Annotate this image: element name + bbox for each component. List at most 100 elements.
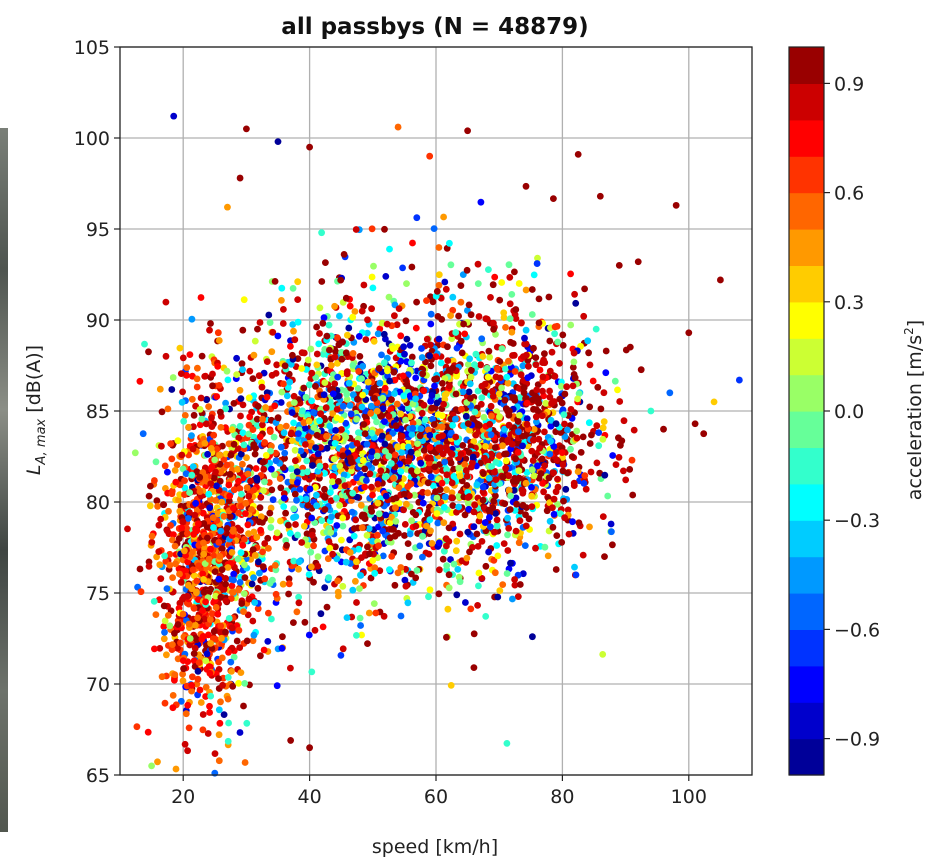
data-point <box>155 548 163 555</box>
data-point <box>254 605 262 613</box>
data-point <box>208 645 216 652</box>
data-point <box>535 319 543 327</box>
data-point <box>449 293 457 301</box>
data-point <box>207 692 215 700</box>
data-point <box>405 552 413 560</box>
data-point <box>388 553 396 560</box>
data-point <box>407 448 415 456</box>
data-point <box>250 486 258 494</box>
data-point <box>559 461 567 469</box>
data-point <box>585 419 593 427</box>
data-point <box>426 352 433 360</box>
data-point <box>364 316 371 324</box>
data-point <box>459 442 467 449</box>
data-point <box>185 581 192 589</box>
data-point <box>561 433 569 440</box>
data-point <box>364 640 371 647</box>
data-point <box>453 438 461 446</box>
data-point <box>172 478 180 486</box>
data-point <box>397 564 405 571</box>
data-point <box>181 740 189 748</box>
data-point <box>234 555 242 563</box>
data-point <box>479 483 487 491</box>
data-point <box>567 321 575 329</box>
data-point <box>313 361 321 369</box>
data-point <box>452 433 460 441</box>
data-point <box>569 518 576 526</box>
data-point <box>250 574 257 582</box>
data-point <box>288 437 296 444</box>
data-point <box>503 740 511 747</box>
data-point <box>339 582 347 590</box>
data-point <box>453 372 460 380</box>
y-tick-label: 105 <box>74 37 110 59</box>
data-point <box>375 542 382 550</box>
data-point <box>468 366 475 374</box>
data-point <box>349 350 357 357</box>
data-point <box>381 359 388 367</box>
data-point <box>250 528 258 536</box>
data-point <box>448 479 456 487</box>
data-point <box>203 396 211 404</box>
data-point <box>287 465 295 473</box>
data-point <box>381 447 389 455</box>
data-point <box>496 358 504 365</box>
data-point <box>296 486 304 493</box>
data-point <box>516 581 524 588</box>
data-point <box>427 362 435 370</box>
data-point <box>188 315 196 323</box>
data-point <box>245 421 253 429</box>
data-point <box>278 388 286 396</box>
data-point <box>277 399 285 406</box>
data-point <box>325 538 333 545</box>
data-point <box>321 485 328 493</box>
data-point <box>412 511 420 519</box>
data-point <box>393 400 401 408</box>
data-point <box>463 473 471 480</box>
data-point <box>224 564 232 571</box>
data-point <box>236 579 244 586</box>
data-point <box>188 471 196 479</box>
data-point <box>620 467 627 475</box>
data-point <box>356 353 364 360</box>
data-point <box>457 450 465 458</box>
data-point <box>167 440 175 447</box>
data-point <box>505 472 512 480</box>
data-point <box>237 395 245 402</box>
data-point <box>348 508 356 516</box>
data-point <box>360 421 368 428</box>
data-point <box>333 334 341 341</box>
data-point <box>188 395 196 403</box>
data-point <box>214 329 222 337</box>
data-point <box>331 353 339 361</box>
data-point <box>444 357 452 364</box>
colorbar-tick-label: 0.3 <box>834 292 864 314</box>
data-point <box>179 677 187 685</box>
data-point <box>399 372 407 380</box>
data-point <box>474 260 482 268</box>
data-point <box>485 474 493 482</box>
data-point <box>599 651 607 658</box>
data-point <box>179 518 187 526</box>
data-point <box>377 467 385 475</box>
svg-text:LA, max [dB(A)]: LA, max [dB(A)] <box>23 345 49 475</box>
data-point <box>272 370 280 377</box>
data-point <box>465 449 473 456</box>
data-point <box>199 570 207 578</box>
data-point <box>368 429 376 437</box>
data-point <box>391 581 399 589</box>
data-point <box>228 624 236 632</box>
data-point <box>523 420 531 428</box>
data-point <box>198 635 206 643</box>
data-point <box>304 541 311 549</box>
data-point <box>209 514 217 522</box>
data-point <box>233 637 241 645</box>
data-point <box>444 343 451 351</box>
data-point <box>293 468 301 476</box>
data-point <box>477 198 485 206</box>
data-point <box>528 484 535 491</box>
data-point <box>254 584 262 592</box>
outlier-point <box>236 174 244 182</box>
data-point <box>571 290 578 298</box>
data-point <box>340 251 348 258</box>
